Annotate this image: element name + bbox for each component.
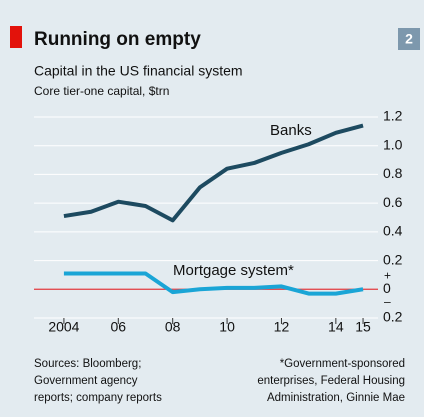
x-tick-label: 12 — [274, 319, 290, 335]
y-tick-label: 0 — [383, 280, 391, 296]
series-label: Banks — [270, 122, 312, 139]
y-tick-label: 0.4 — [383, 223, 403, 239]
y-tick-label: 0.8 — [383, 165, 403, 181]
sign-negative: – — [384, 294, 391, 308]
chart-title: Running on empty — [34, 29, 201, 50]
footnote-line: enterprises, Federal Housing — [257, 375, 405, 387]
source-line: Government agency — [34, 375, 138, 387]
series-line — [63, 123, 364, 223]
series-label: Mortgage system* — [173, 262, 294, 279]
x-tick-label: 08 — [165, 319, 181, 335]
red-tag — [10, 26, 22, 48]
badge-box — [398, 28, 420, 50]
y-tick-label: 0.2 — [383, 309, 403, 325]
badge: 2 — [405, 31, 413, 47]
footnote-line: Administration, Ginnie Mae — [267, 392, 405, 404]
x-tick-label: 2004 — [48, 319, 79, 335]
y-tick-label: 0.6 — [383, 194, 403, 210]
y-tick-label: 1.0 — [383, 136, 403, 152]
y-tick-label: 0.2 — [383, 251, 403, 267]
series-line — [63, 271, 364, 296]
subtitle: Capital in the US financial system — [34, 63, 243, 79]
footnote-line: *Government-sponsored — [280, 358, 405, 370]
x-tick-label: 15 — [355, 319, 371, 335]
source-line: Sources: Bloomberg; — [34, 358, 141, 370]
x-tick-label: 14 — [328, 319, 344, 335]
source-line: reports; company reports — [34, 392, 162, 404]
y-tick-label: 1.2 — [383, 108, 403, 124]
x-tick-label: 06 — [111, 319, 127, 335]
x-tick-label: 10 — [219, 319, 235, 335]
unit-note: Core tier-one capital, $trn — [34, 84, 169, 98]
sign-positive: + — [384, 268, 391, 282]
